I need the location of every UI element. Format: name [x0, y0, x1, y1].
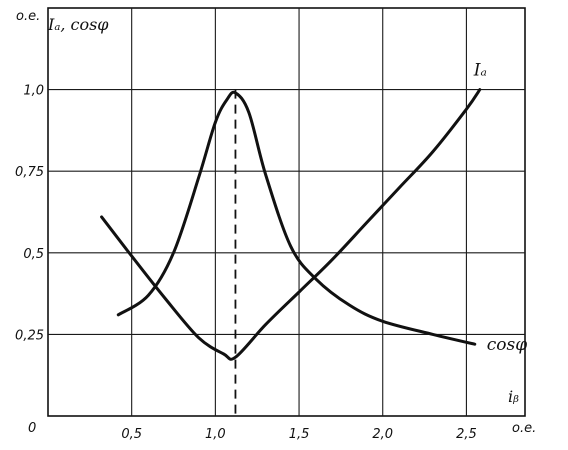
x-tick-label: 0,5 [121, 427, 142, 442]
series-layer: Iₐ cosφ [100, 61, 527, 361]
y-tick-label: 0,25 [15, 328, 44, 343]
series-label-1: Iₐ [473, 61, 487, 81]
x-axis-title: iᵦ [508, 387, 519, 406]
label-layer: Iₐ, cosφ o.e. iᵦ o.e. 0 [16, 9, 536, 436]
y-axis-title: Iₐ, cosφ [47, 15, 109, 34]
x-tick-label: 2,0 [372, 427, 393, 442]
x-tick-label: 1,0 [205, 427, 226, 442]
y-tick-label: 0,75 [15, 165, 44, 180]
series-line-2 [116, 90, 477, 346]
series-line-1 [100, 88, 482, 361]
y-tick-label: 1,0 [23, 84, 44, 99]
x-unit-label: o.e. [512, 421, 536, 436]
plot-frame [47, 7, 526, 417]
grid: 0,5 1,0 1,5 2,0 2,5 0,25 0,5 0,75 1,0 [15, 7, 526, 442]
x-tick-label: 1,5 [289, 427, 310, 442]
y-tick-label: 0,5 [23, 247, 44, 262]
x-tick-label: 2,5 [456, 427, 477, 442]
origin-label: 0 [28, 421, 36, 436]
y-unit-label: o.e. [16, 9, 40, 24]
series-label-2: cosφ [487, 335, 527, 355]
